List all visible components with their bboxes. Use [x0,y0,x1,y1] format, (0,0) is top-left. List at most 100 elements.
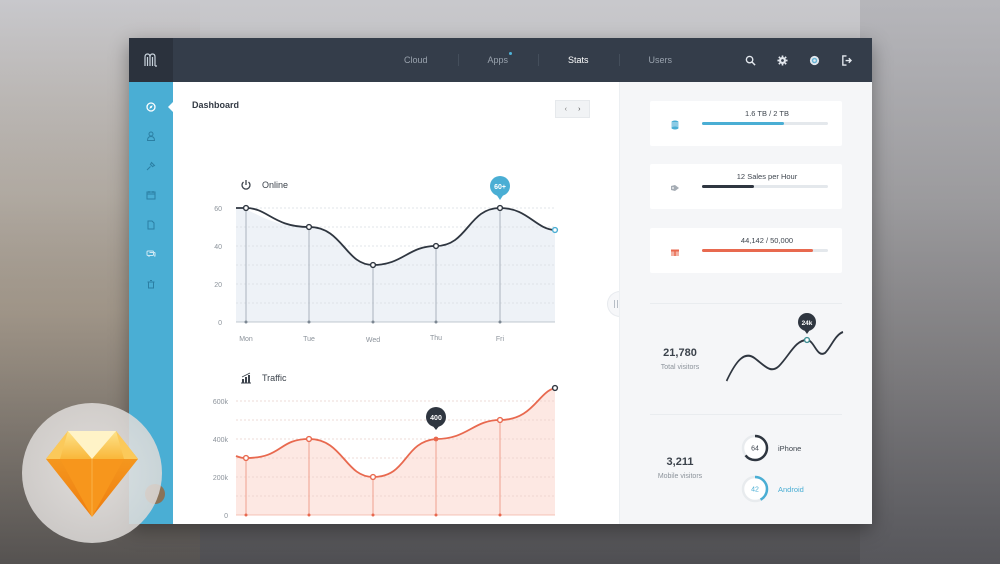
globe-button[interactable] [798,38,830,82]
iphone-stat: 64 iPhone [740,433,801,463]
storage-progress [702,122,828,125]
goal-card: 44,142 / 50,000 [650,228,842,273]
sketch-badge [22,403,162,543]
prev-button[interactable]: ‹ [564,105,567,113]
nav-label: Stats [568,55,589,65]
total-visitors-value: 21,780 [663,347,697,359]
nav-label: Users [648,55,673,65]
android-label: Android [778,484,804,494]
traffic-highlight-marker[interactable]: 400 [426,407,446,430]
file-icon [147,220,155,230]
sidebar-item-users[interactable] [129,122,173,152]
sidebar-item-dashboard[interactable] [129,92,173,122]
search-button[interactable] [734,38,766,82]
gift-icon [671,249,679,256]
svg-text:0: 0 [224,513,228,520]
divider [650,414,842,415]
online-peak-marker[interactable]: 60+ [490,176,510,200]
svg-text:60+: 60+ [494,184,506,191]
storage-card: 1.6 TB / 2 TB [650,101,842,146]
nav-label: Cloud [404,55,428,65]
stats-panel: 1.6 TB / 2 TB 12 Sales per Hour 44,142 /… [619,82,872,524]
svg-text:24k: 24k [802,320,813,327]
chat-icon [146,250,156,258]
trash-icon [147,279,155,289]
svg-text:Thu: Thu [430,335,442,342]
android-donut: 42 [741,475,769,503]
android-stat: 42 Android [740,474,804,504]
svg-text:60: 60 [214,206,222,213]
svg-text:400k: 400k [213,437,229,444]
globe-icon [809,55,819,65]
search-icon [745,55,756,66]
sidebar-item-messages[interactable] [129,240,173,270]
mobile-visitors-value: 3,211 [666,456,694,468]
svg-text:Mon: Mon [239,336,253,343]
svg-text:Fri: Fri [496,336,505,343]
main-nav: Cloud Apps Stats Users [374,38,702,82]
notification-dot [509,52,513,55]
gear-icon [776,54,788,66]
visitors-peak-marker[interactable]: 24k [798,313,816,334]
user-icon [146,131,156,142]
bar-chart-icon [241,372,251,384]
nav-apps[interactable]: Apps [457,38,539,82]
sidebar-item-files[interactable] [129,210,173,240]
online-chart: 60+ 60 40 20 0 Mon Tue Wed Thu Fri [214,176,559,344]
sidebar-item-trash[interactable] [129,269,173,299]
background-right [860,0,1000,564]
svg-text:Wed: Wed [366,337,380,344]
charts-canvas: 60+ 60 40 20 0 Mon Tue Wed Thu Fri [213,176,559,520]
svg-text:400: 400 [430,415,442,422]
sketch-diamond-logo [46,431,138,517]
top-icons [734,38,862,82]
traffic-chart-title: Traffic [240,372,287,384]
sidebar-item-pins[interactable] [129,151,173,181]
svg-text:600k: 600k [213,399,229,406]
goal-progress [702,249,828,252]
svg-text:Tue: Tue [303,336,315,343]
calendar-icon [146,191,156,200]
main-panel: Dashboard ‹ › Online Traffic [173,82,627,524]
total-visitors-label: Total visitors [660,364,700,371]
pin-icon [146,161,156,171]
mobile-visitors-label: Mobile visitors [657,473,703,480]
pager: ‹ › [555,100,590,118]
dashboard-window: Cloud Apps Stats Users [129,38,872,524]
chart-title-text: Traffic [262,373,287,383]
svg-text:200k: 200k [213,475,229,482]
database-icon [671,120,679,130]
divider [650,303,842,304]
svg-text:42: 42 [751,487,759,494]
storage-label: 1.6 TB / 2 TB [745,109,789,118]
sales-label: 12 Sales per Hour [736,172,798,181]
tag-icon [671,185,679,191]
nav-cloud[interactable]: Cloud [374,38,458,82]
compass-icon [146,102,156,112]
nav-users[interactable]: Users [618,38,703,82]
logout-icon [841,54,852,66]
iphone-donut: 64 [741,434,769,462]
sidebar-item-calendar[interactable] [129,181,173,211]
power-icon [241,180,251,190]
iphone-label: iPhone [778,443,802,453]
sales-progress [702,185,828,188]
top-bar: Cloud Apps Stats Users [129,38,872,82]
online-chart-title: Online [240,179,288,191]
nav-stats[interactable]: Stats [538,38,619,82]
app-logo[interactable] [129,38,173,82]
page-title: Dashboard [192,100,240,110]
sales-card: 12 Sales per Hour [650,164,842,209]
goal-label: 44,142 / 50,000 [740,236,794,245]
chart-title-text: Online [262,180,289,190]
settings-button[interactable] [766,38,798,82]
logo-icon [144,53,157,67]
nav-label: Apps [487,55,509,65]
logout-button[interactable] [830,38,862,82]
svg-text:0: 0 [218,320,222,327]
svg-text:20: 20 [214,282,222,289]
traffic-chart: 400 600k 400k 200k 0 Jun Jul Aug Sep Oct [213,384,559,520]
svg-text:64: 64 [751,446,759,453]
visitors-sparkline: 24k [725,313,844,382]
next-button[interactable]: › [578,105,581,113]
